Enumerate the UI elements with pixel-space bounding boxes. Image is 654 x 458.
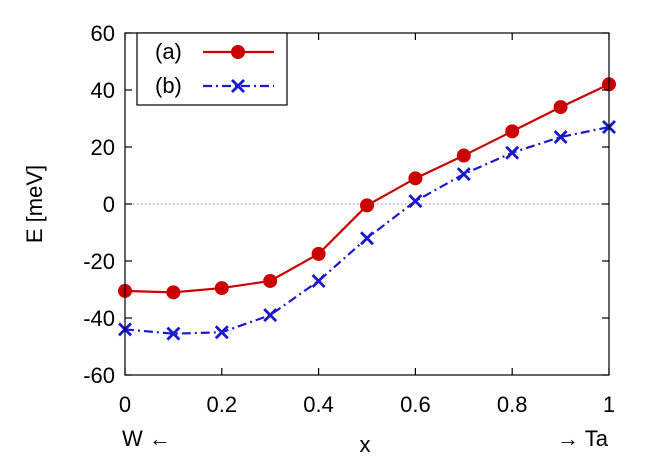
legend: (a) (b) <box>136 32 288 106</box>
y-tick-label: 0 <box>103 192 115 217</box>
data-point-b-stroke-2 <box>505 145 520 160</box>
x-tick-label: 0.6 <box>400 392 431 417</box>
annotation-left-w: W ← <box>122 426 171 451</box>
data-point-a <box>166 285 181 300</box>
data-point-b <box>553 130 568 145</box>
x-tick-label: 1 <box>603 392 615 417</box>
data-point-b-stroke-2 <box>166 326 181 341</box>
legend-marker-a <box>231 45 245 59</box>
data-point-a <box>263 273 278 288</box>
data-point-b <box>166 326 181 341</box>
x-tick-label: 0.4 <box>303 392 334 417</box>
y-tick-label: 40 <box>91 78 115 103</box>
y-tick-label: -60 <box>83 363 115 388</box>
data-point-b <box>311 273 326 288</box>
data-point-b <box>214 325 229 340</box>
data-point-b-stroke-2 <box>456 167 471 182</box>
series-layer <box>118 77 616 341</box>
data-point-a <box>505 124 520 139</box>
x-tick-label: 0.8 <box>497 392 528 417</box>
data-point-b <box>408 194 423 209</box>
data-point-b <box>263 308 278 323</box>
annotation-right-ta: → Ta <box>557 426 609 451</box>
data-point-b-stroke-2 <box>214 325 229 340</box>
y-tick-label: -20 <box>83 249 115 274</box>
legend-sample-a <box>203 45 274 59</box>
data-point-b-stroke-2 <box>553 130 568 145</box>
legend-marker-b-stroke-2 <box>231 79 245 93</box>
series-line-b <box>124 125 610 335</box>
x-tick-label: 0 <box>119 392 131 417</box>
tick-layer: -60 -40 -20 0 20 40 60 0 0.2 0.4 0.6 0.8 1 <box>83 21 615 417</box>
x-axis-label: x <box>360 432 371 457</box>
series-line-a <box>124 83 610 294</box>
legend-sample-b <box>203 79 274 93</box>
y-tick-label: 60 <box>91 21 115 46</box>
data-point-b-stroke-2 <box>360 231 374 246</box>
data-point-a <box>311 246 326 261</box>
y-tick-label: -40 <box>83 306 115 331</box>
legend-label-b: (b) <box>155 73 182 98</box>
y-tick-label: 20 <box>91 135 115 160</box>
data-point-b <box>456 167 471 182</box>
data-point-a <box>553 100 568 115</box>
data-point-b-stroke-2 <box>263 308 278 323</box>
data-point-a <box>456 148 471 163</box>
legend-marker-b <box>231 79 245 93</box>
data-point-a <box>214 281 229 296</box>
x-tick-label: 0.2 <box>207 392 238 417</box>
data-point-b-stroke-2 <box>408 194 423 209</box>
y-axis-label: E [meV] <box>22 165 47 243</box>
legend-label-a: (a) <box>155 39 182 64</box>
data-point-b-stroke-2 <box>311 273 326 288</box>
data-point-b <box>505 145 520 160</box>
data-point-b <box>360 231 374 246</box>
data-point-a <box>408 171 423 186</box>
data-point-a <box>360 198 374 213</box>
legend-box <box>136 32 288 106</box>
